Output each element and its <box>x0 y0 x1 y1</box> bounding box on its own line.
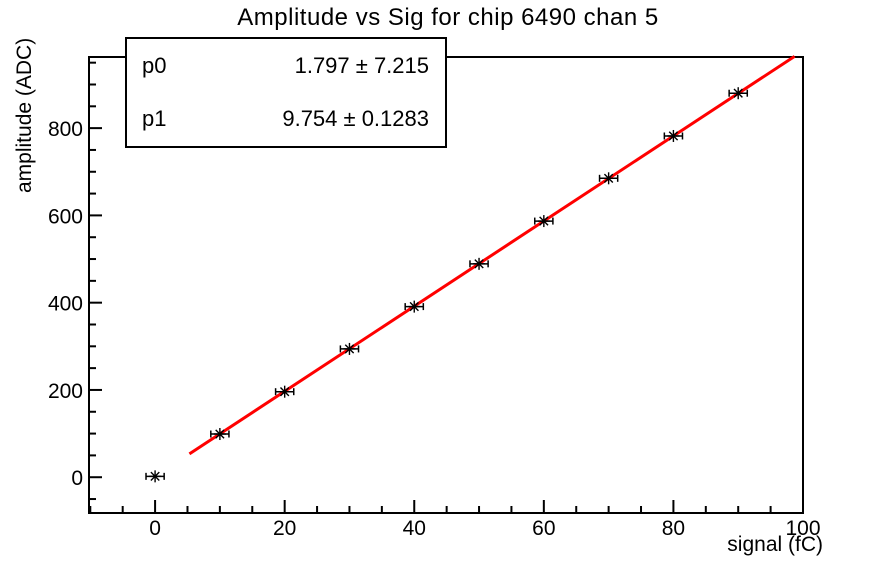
x-tick-label: 80 <box>662 517 685 540</box>
x-tick-label: 20 <box>273 517 296 540</box>
y-tick-label: 0 <box>71 467 83 490</box>
stats-row-p0: p0 1.797 ± 7.215 <box>127 39 445 93</box>
chart-title: Amplitude vs Sig for chip 6490 chan 5 <box>237 4 659 31</box>
data-point-marker <box>344 344 355 354</box>
stats-row-p1: p1 9.754 ± 0.1283 <box>127 93 445 147</box>
y-tick-label: 200 <box>48 380 83 403</box>
y-tick-label: 600 <box>48 205 83 228</box>
param-name: p1 <box>142 106 167 132</box>
param-value: 9.754 ± 0.1283 <box>282 106 429 132</box>
data-point-marker <box>539 216 549 226</box>
data-point-marker <box>215 429 225 439</box>
y-tick-label: 800 <box>48 118 83 141</box>
param-name: p0 <box>142 52 167 78</box>
fit-stats-box: p0 1.797 ± 7.215 p1 9.754 ± 0.1283 <box>125 37 447 148</box>
data-point-marker <box>733 88 743 98</box>
data-point-marker <box>409 301 419 312</box>
param-value: 1.797 ± 7.215 <box>294 52 429 78</box>
x-tick-label: 0 <box>149 517 161 540</box>
data-point-marker <box>668 131 679 141</box>
data-point-marker <box>279 386 290 397</box>
y-tick-label: 400 <box>48 293 83 316</box>
data-point-marker <box>603 173 614 184</box>
data-point-marker <box>474 259 484 269</box>
x-tick-label: 60 <box>532 517 555 540</box>
x-tick-label: 40 <box>403 517 426 540</box>
data-point-marker <box>150 471 160 482</box>
x-tick-label: 100 <box>785 517 820 540</box>
fit-line <box>188 55 796 456</box>
y-axis-title: amplitude (ADC) <box>13 38 36 193</box>
x-axis-title: signal (fC) <box>727 533 823 556</box>
